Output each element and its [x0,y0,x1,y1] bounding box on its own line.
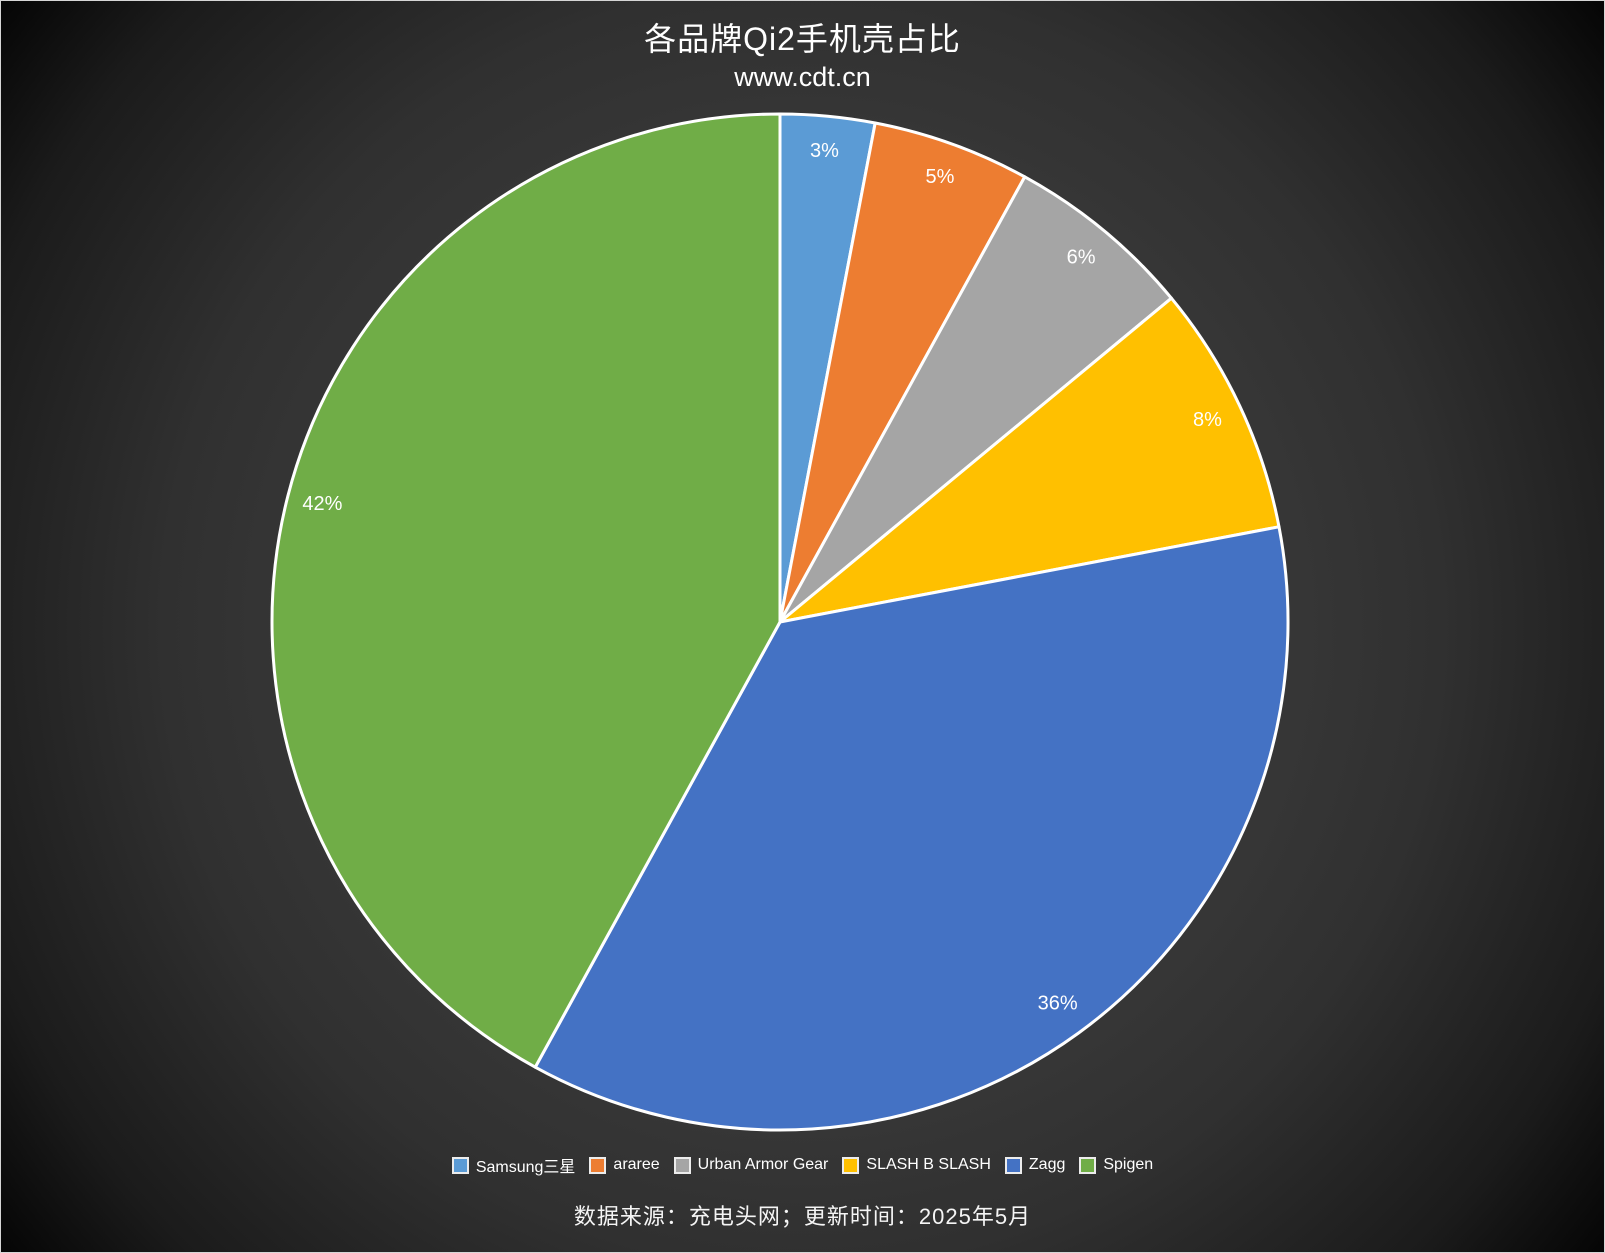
legend-swatch-icon [451,1156,469,1174]
pie-slice-spigen [270,112,782,1069]
legend-label: araree [613,1156,660,1173]
legend-swatch-icon [842,1156,860,1174]
pie-slice-araree [778,121,1027,624]
pie-slice-urban-armor-gear [778,175,1173,624]
legend-swatch-icon [1004,1156,1022,1174]
data-label-samsung三星: 3% [810,140,839,162]
legend-item-urban-armor-gear: Urban Armor Gear [673,1156,829,1174]
legend-item-slash-b-slash: SLASH B SLASH [842,1156,991,1174]
legend-item-zagg: Zagg [1004,1156,1066,1174]
legend-swatch-icon [589,1156,607,1174]
chart-subtitle: www.cdt.cn [734,62,871,92]
data-label-slash-b-slash: 8% [1193,409,1222,431]
data-label-araree: 5% [926,166,955,188]
legend-swatch-icon [1079,1156,1097,1174]
legend-label: Spigen [1103,1156,1154,1173]
chart-header: 各品牌Qi2手机壳占比 www.cdt.cn [1,19,1604,95]
chart-title: 各品牌Qi2手机壳占比 [644,21,961,57]
chart-legend: Samsung三星 araree Urban Armor Gear SLASH B S… [1,1153,1604,1177]
legend-item-spigen: Spigen [1079,1156,1153,1174]
data-label-spigen: 42% [302,493,342,515]
legend-label: Samsung三星 [475,1159,576,1176]
legend-label: Urban Armor Gear [697,1156,829,1173]
pie-slice-zagg [533,525,1290,1132]
source-note: 数据来源：充电头网；更新时间：2025年5月 [573,1204,1032,1229]
legend-swatch-icon [673,1156,691,1174]
legend-label: Zagg [1028,1156,1066,1173]
legend-item-samsung三星: Samsung三星 [451,1153,576,1177]
pie-slice-slash-b-slash [778,296,1281,624]
data-label-urban-armor-gear: 6% [1067,246,1096,268]
legend-label: SLASH B SLASH [866,1156,991,1173]
legend-item-araree: araree [589,1156,660,1174]
data-label-zagg: 36% [1038,992,1078,1014]
